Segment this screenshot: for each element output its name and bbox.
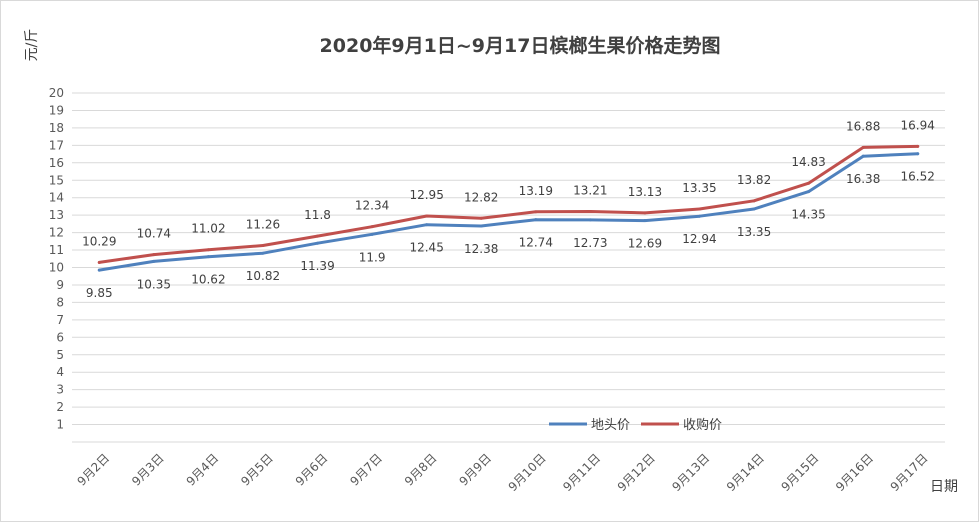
data-label: 13.13	[628, 185, 662, 199]
data-point	[807, 190, 811, 194]
data-label: 12.73	[573, 236, 607, 250]
data-label: 13.19	[519, 184, 553, 198]
data-point	[643, 219, 647, 223]
data-label: 11.26	[246, 218, 280, 232]
data-point	[370, 225, 374, 229]
data-point	[425, 223, 429, 227]
y-tick-label: 12	[49, 226, 64, 240]
x-axis-title: 日期	[930, 479, 958, 495]
data-point	[425, 214, 429, 218]
series-line-1	[97, 152, 920, 272]
data-labels: 9.85 10.35 10.62 10.82 11.39 11.9 12.45 12.38 12…	[82, 118, 935, 300]
y-tick-label: 7	[56, 313, 64, 327]
data-label: 16.52	[901, 170, 935, 184]
y-tick-label: 17	[49, 138, 64, 152]
data-label: 12.82	[464, 190, 498, 204]
y-tick-label: 10	[49, 261, 64, 275]
data-label: 10.74	[137, 227, 171, 241]
data-point	[206, 248, 210, 252]
gridlines	[72, 92, 945, 443]
data-label: 11.39	[300, 259, 334, 273]
data-label: 12.95	[409, 188, 443, 202]
data-point	[534, 210, 538, 214]
legend: 地头价 收购价	[549, 417, 722, 433]
data-point	[752, 199, 756, 203]
data-point	[588, 218, 592, 222]
data-point	[479, 216, 483, 220]
data-label: 12.38	[464, 242, 498, 256]
data-point	[152, 259, 156, 263]
y-axis-title: 元/斤	[24, 29, 40, 62]
y-tick-label: 16	[49, 156, 64, 170]
data-point	[370, 232, 374, 236]
data-point	[206, 255, 210, 259]
data-label: 12.94	[682, 232, 716, 246]
data-point	[479, 224, 483, 228]
y-tick-label: 20	[49, 86, 64, 100]
data-label: 13.21	[573, 183, 607, 197]
y-tick-label: 9	[56, 278, 64, 292]
data-label: 16.94	[901, 118, 935, 132]
data-point	[807, 181, 811, 185]
data-label: 12.34	[355, 199, 389, 213]
y-tick-label: 6	[56, 330, 64, 344]
y-tick-label: 4	[56, 365, 64, 379]
data-point	[588, 209, 592, 213]
y-tick-label: 1	[56, 418, 64, 432]
data-label: 13.35	[682, 181, 716, 195]
y-tick-label: 8	[56, 295, 64, 309]
series-lines	[97, 144, 920, 272]
data-point	[916, 152, 920, 156]
data-point	[316, 234, 320, 238]
data-point	[643, 211, 647, 215]
data-point	[752, 207, 756, 211]
data-label: 16.38	[846, 172, 880, 186]
y-tick-label: 15	[49, 173, 64, 187]
data-point	[152, 253, 156, 257]
data-point	[861, 145, 865, 149]
data-point	[697, 207, 701, 211]
y-tick-label: 14	[49, 191, 64, 205]
data-label: 14.83	[791, 155, 825, 169]
data-point	[261, 244, 265, 248]
y-tick-label: 19	[49, 103, 64, 117]
data-point	[97, 260, 101, 264]
data-label: 10.82	[246, 269, 280, 283]
series-line-2	[97, 144, 920, 264]
data-point	[697, 214, 701, 218]
legend-label: 收购价	[683, 417, 722, 433]
data-label: 14.35	[791, 208, 825, 222]
data-label: 12.45	[409, 241, 443, 255]
data-point	[916, 144, 920, 148]
y-tick-label: 13	[49, 208, 64, 222]
chart-title: 2020年9月1日~9月17日槟榔生果价格走势图	[320, 34, 721, 57]
data-point	[261, 251, 265, 255]
data-label: 11.02	[191, 222, 225, 236]
data-label: 12.69	[628, 237, 662, 251]
data-label: 16.88	[846, 119, 880, 133]
data-label: 9.85	[86, 286, 113, 300]
y-tick-label: 3	[56, 383, 64, 397]
data-label: 13.82	[737, 173, 771, 187]
y-tick-label: 5	[56, 348, 64, 362]
data-label: 10.29	[82, 234, 116, 248]
data-label: 11.8	[304, 208, 331, 222]
data-point	[97, 268, 101, 272]
y-tick-label: 11	[49, 243, 64, 257]
data-point	[861, 154, 865, 158]
data-label: 13.35	[737, 225, 771, 239]
data-label: 11.9	[359, 250, 386, 264]
data-label: 10.62	[191, 273, 225, 287]
data-label: 10.35	[137, 277, 171, 291]
data-point	[534, 218, 538, 222]
data-point	[316, 241, 320, 245]
y-tick-label: 18	[49, 121, 64, 135]
data-label: 12.74	[519, 236, 553, 250]
legend-label: 地头价	[591, 418, 630, 433]
y-tick-label: 2	[56, 400, 64, 414]
